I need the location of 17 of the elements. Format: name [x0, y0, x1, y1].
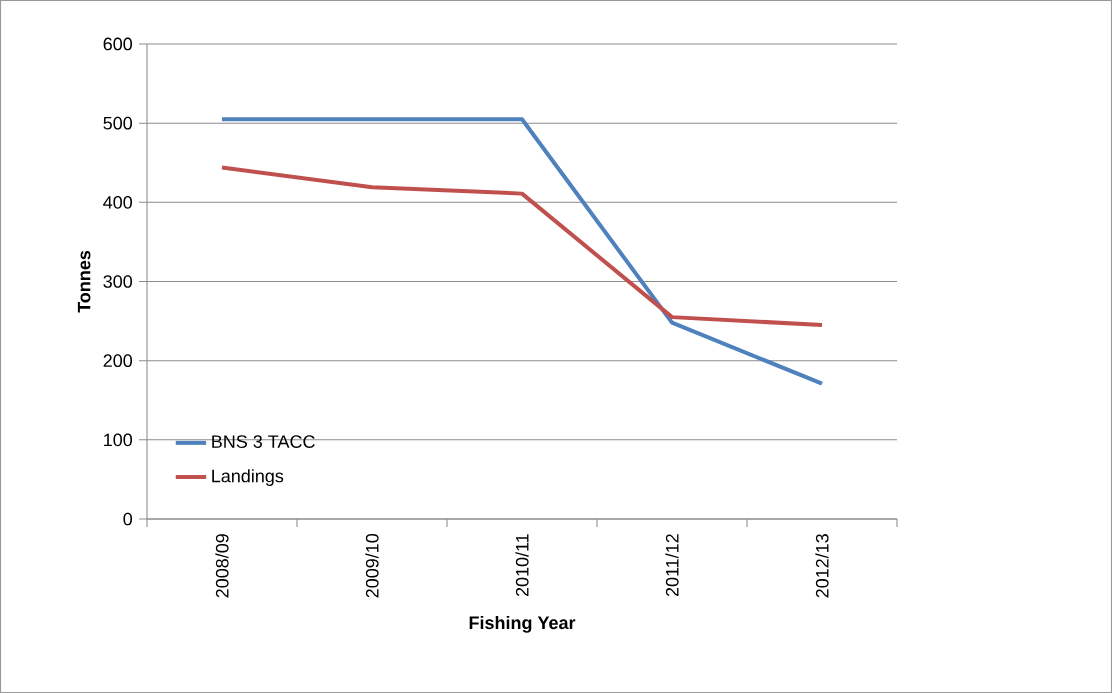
x-tick-label: 2011/12	[665, 534, 679, 597]
y-tick-label: 0	[123, 512, 133, 526]
y-tick-label: 100	[104, 433, 133, 447]
x-axis-title: Fishing Year	[469, 615, 576, 633]
legend-label: Landings	[212, 469, 284, 486]
y-tick-label: 200	[103, 354, 133, 368]
y-tick-label: 600	[103, 37, 133, 51]
x-tick-label: 2009/10	[365, 533, 379, 598]
y-tick-label: 400	[103, 195, 133, 209]
y-axis-title: Tonnes	[77, 250, 91, 313]
y-tick-label: 500	[103, 116, 133, 130]
legend-label: BNS 3 TACC	[212, 435, 315, 448]
x-tick-label: 2010/11	[515, 534, 529, 597]
y-tick-label: 300	[103, 275, 133, 288]
x-tick-label: 2008/09	[215, 534, 229, 598]
x-tick-label: 2012/13	[815, 534, 829, 598]
line-series	[220, 165, 825, 328]
